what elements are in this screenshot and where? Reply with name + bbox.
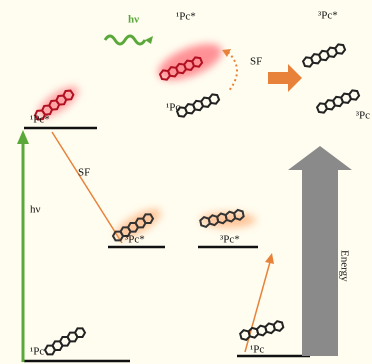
label: SF bbox=[250, 56, 262, 68]
label: SF bbox=[78, 167, 90, 179]
label: ¹Pc* bbox=[176, 11, 196, 23]
label: ³Pc* bbox=[125, 234, 145, 246]
label: ³Pc bbox=[356, 110, 370, 122]
label: ¹Pc* bbox=[30, 114, 50, 126]
diagram: hν ¹Pc* ¹Pc SF ³Pc* ³Pc hν SF Energy ¹Pc… bbox=[0, 0, 372, 364]
label: hν bbox=[30, 204, 41, 216]
label: ³Pc* bbox=[220, 234, 240, 246]
label: ¹Pc bbox=[30, 346, 44, 358]
label: ¹Pc bbox=[166, 102, 180, 114]
label: ³Pc* bbox=[318, 10, 338, 22]
photon-label: hν bbox=[128, 14, 139, 26]
label: Energy bbox=[338, 250, 350, 282]
label: ¹Pc bbox=[250, 344, 264, 356]
